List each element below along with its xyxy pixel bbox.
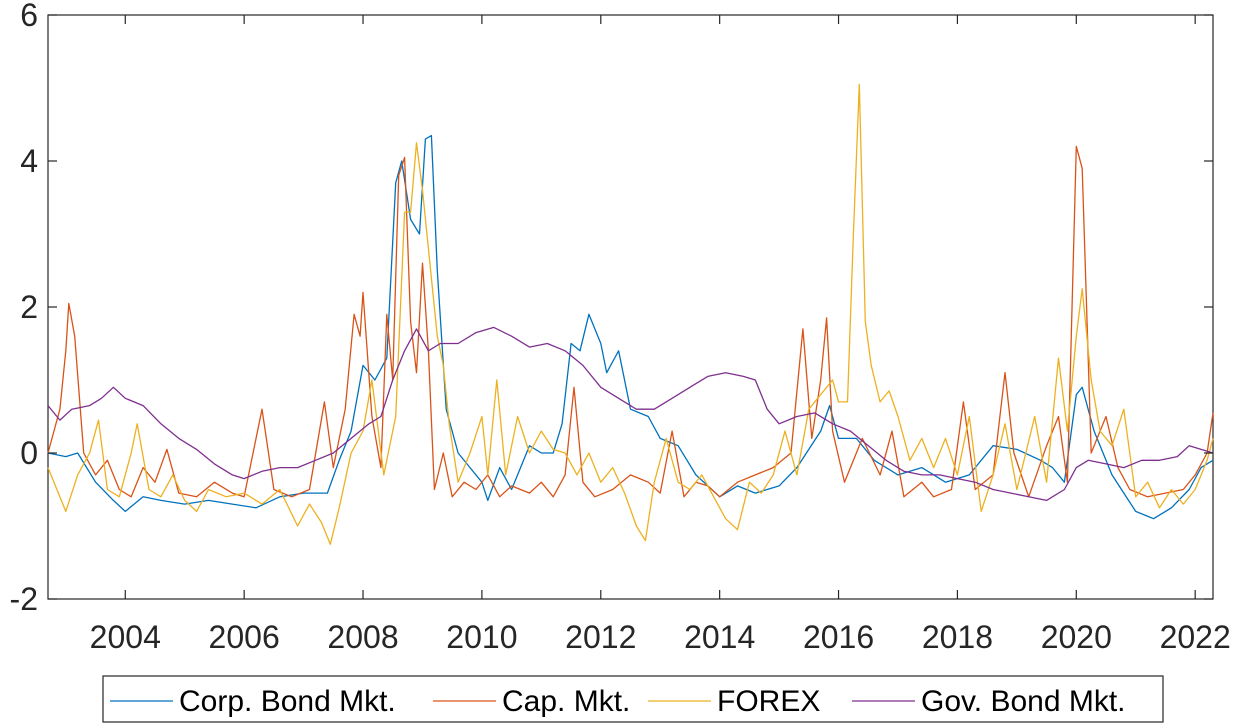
x-tick-label: 2016 [803, 619, 874, 655]
legend-box [102, 675, 1164, 723]
y-tick-label: -2 [10, 581, 38, 617]
y-tick-label: 2 [20, 289, 38, 325]
legend-label-4: Gov. Bond Mkt. [921, 685, 1126, 718]
y-tick-label: 0 [20, 435, 38, 471]
series-line-1 [47, 134, 1214, 520]
x-tick-label: 2014 [684, 619, 755, 655]
legend: Corp. Bond Mkt. Cap. Mkt. FOREX Gov. Bond M… [102, 675, 1164, 723]
y-tick-label: 4 [20, 143, 38, 179]
x-tick-label: 2006 [209, 619, 280, 655]
legend-label-1: Corp. Bond Mkt. [179, 685, 396, 718]
ticks-layer: -2 0 2 4 6 2004 2006 2008 2010 2012 2014 2016 2018 20… [10, 0, 1231, 655]
legend-label-3: FOREX [717, 685, 820, 718]
x-tick-label: 2022 [1160, 619, 1231, 655]
x-tick-label: 2008 [327, 619, 398, 655]
legend-label-2: Cap. Mkt. [502, 685, 630, 718]
x-tick-label: 2012 [565, 619, 636, 655]
x-tick-label: 2018 [922, 619, 993, 655]
series-line-4 [47, 326, 1214, 502]
x-tick-label: 2010 [446, 619, 517, 655]
series-line-3 [47, 83, 1214, 545]
series-line-2 [47, 145, 1214, 498]
x-tick-label: 2004 [90, 619, 161, 655]
series-layer [47, 83, 1214, 545]
x-tick-label: 2020 [1041, 619, 1112, 655]
y-tick-label: 6 [20, 0, 38, 33]
